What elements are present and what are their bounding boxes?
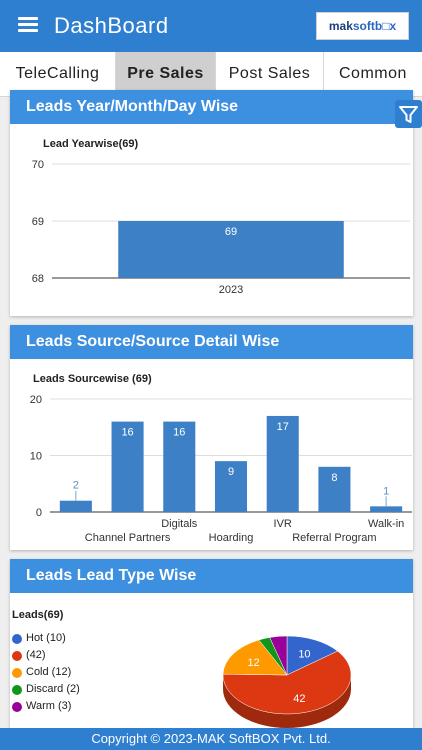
x-tick-label: Channel Partners — [85, 532, 171, 544]
data-label: 16 — [121, 427, 133, 439]
tab-post-sales[interactable]: Post Sales — [216, 52, 324, 96]
y-tick-label: 0 — [36, 507, 42, 519]
pie-slice-side — [223, 675, 351, 728]
legend-swatch — [12, 668, 22, 678]
y-tick-label: 20 — [30, 394, 42, 406]
bar — [59, 500, 92, 512]
x-tick-label: Referral Program — [292, 532, 376, 544]
bar — [111, 421, 144, 512]
chart-legend: Hot (10) (42) Cold (12) Discard (2) Warm (3) — [12, 630, 80, 715]
legend-item: Discard (2) — [12, 681, 80, 698]
chart-title: Leads Sourcewise (69) — [33, 373, 152, 385]
footer-copyright: Copyright © 2023- — [91, 731, 198, 746]
x-tick-label: Walk-in — [368, 518, 404, 530]
card-title: Leads Source/Source Detail Wise — [10, 325, 413, 359]
data-label: 2 — [73, 480, 79, 492]
tab-pre-sales[interactable]: Pre Sales — [116, 52, 216, 96]
bar — [370, 506, 403, 512]
legend-item: Warm (3) — [12, 698, 80, 715]
tab-bar: TeleCalling Pre Sales Post Sales Common — [0, 52, 422, 97]
chart-pie-svg: 10 42 12 — [222, 635, 352, 728]
card-title: Leads Lead Type Wise — [10, 559, 413, 593]
y-tick-label: 69 — [32, 216, 44, 228]
legend-item: Hot (10) — [12, 630, 80, 647]
x-tick-label: IVR — [274, 518, 292, 530]
legend-label: Hot (10) — [26, 632, 66, 644]
chart-year: Lead Yearwise(69) 68 69 70 69 2023 — [10, 124, 413, 316]
legend-swatch — [12, 651, 22, 661]
chart-source-svg: 0 10 20 2 16 Channel Partners 16 Digitals 9 Hoard… — [30, 394, 412, 544]
pie-data-label: 10 — [298, 648, 310, 660]
legend-swatch — [12, 685, 22, 695]
pie-slice — [222, 650, 352, 715]
bar — [266, 415, 299, 512]
logo: maksoftb□x — [316, 12, 409, 40]
data-label: 1 — [383, 485, 389, 497]
menu-icon[interactable] — [18, 17, 38, 33]
chart-source: Leads Sourcewise (69) 0 10 20 2 16 Channel Pa… — [10, 359, 413, 550]
y-tick-label: 68 — [32, 273, 44, 285]
legend-swatch — [12, 634, 22, 644]
legend-item: Cold (12) — [12, 664, 80, 681]
legend-label: (42) — [26, 649, 46, 661]
chart-type: Leads(69) Hot (10) (42) Cold (12) Discard (… — [10, 593, 413, 750]
legend-item: (42) — [12, 647, 80, 664]
data-label: 17 — [277, 421, 289, 433]
y-tick-label: 70 — [32, 159, 44, 171]
filter-button[interactable] — [395, 100, 422, 128]
tab-telecalling[interactable]: TeleCalling — [0, 52, 116, 96]
footer: Copyright © 2023-MAK SoftBOX Pvt. Ltd. — [0, 728, 422, 750]
card-title: Leads Year/Month/Day Wise — [10, 90, 413, 124]
x-tick-label: 2023 — [219, 284, 243, 296]
legend-label: Cold (12) — [26, 666, 72, 678]
legend-label: Discard (2) — [26, 683, 80, 695]
data-label: 16 — [173, 427, 185, 439]
legend-swatch — [12, 702, 22, 712]
chart-year-svg: 68 69 70 69 2023 — [32, 159, 410, 296]
app-bar: DashBoard maksoftb□x — [0, 0, 422, 52]
pie-data-label: 42 — [293, 693, 305, 705]
data-label: 9 — [228, 466, 234, 478]
card-type-wise: Leads Lead Type Wise Leads(69) Hot (10) (… — [10, 559, 413, 750]
data-label: 69 — [225, 226, 237, 238]
card-year-wise: Leads Year/Month/Day Wise Lead Yearwise(… — [10, 90, 413, 316]
page-title: DashBoard — [54, 13, 169, 38]
card-source-wise: Leads Source/Source Detail Wise Leads So… — [10, 325, 413, 550]
legend-label: Warm (3) — [26, 700, 72, 712]
tab-common[interactable]: Common — [339, 65, 407, 82]
bar — [163, 421, 196, 512]
pie-slice — [269, 635, 288, 676]
y-tick-label: 10 — [30, 451, 42, 463]
footer-company: MAK SoftBOX Pvt. Ltd. — [197, 731, 331, 746]
bar — [214, 461, 248, 512]
pie-data-label: 12 — [247, 657, 259, 669]
pie-slice — [286, 635, 339, 676]
data-label: 8 — [331, 472, 337, 484]
pie-slice — [222, 639, 288, 676]
chart-title: Leads(69) — [12, 609, 64, 621]
x-tick-label: Digitals — [161, 518, 198, 530]
chart-title: Lead Yearwise(69) — [43, 138, 139, 150]
x-tick-label: Hoarding — [209, 532, 254, 544]
bar — [118, 221, 344, 278]
bar — [318, 466, 351, 512]
filter-icon — [399, 106, 418, 123]
